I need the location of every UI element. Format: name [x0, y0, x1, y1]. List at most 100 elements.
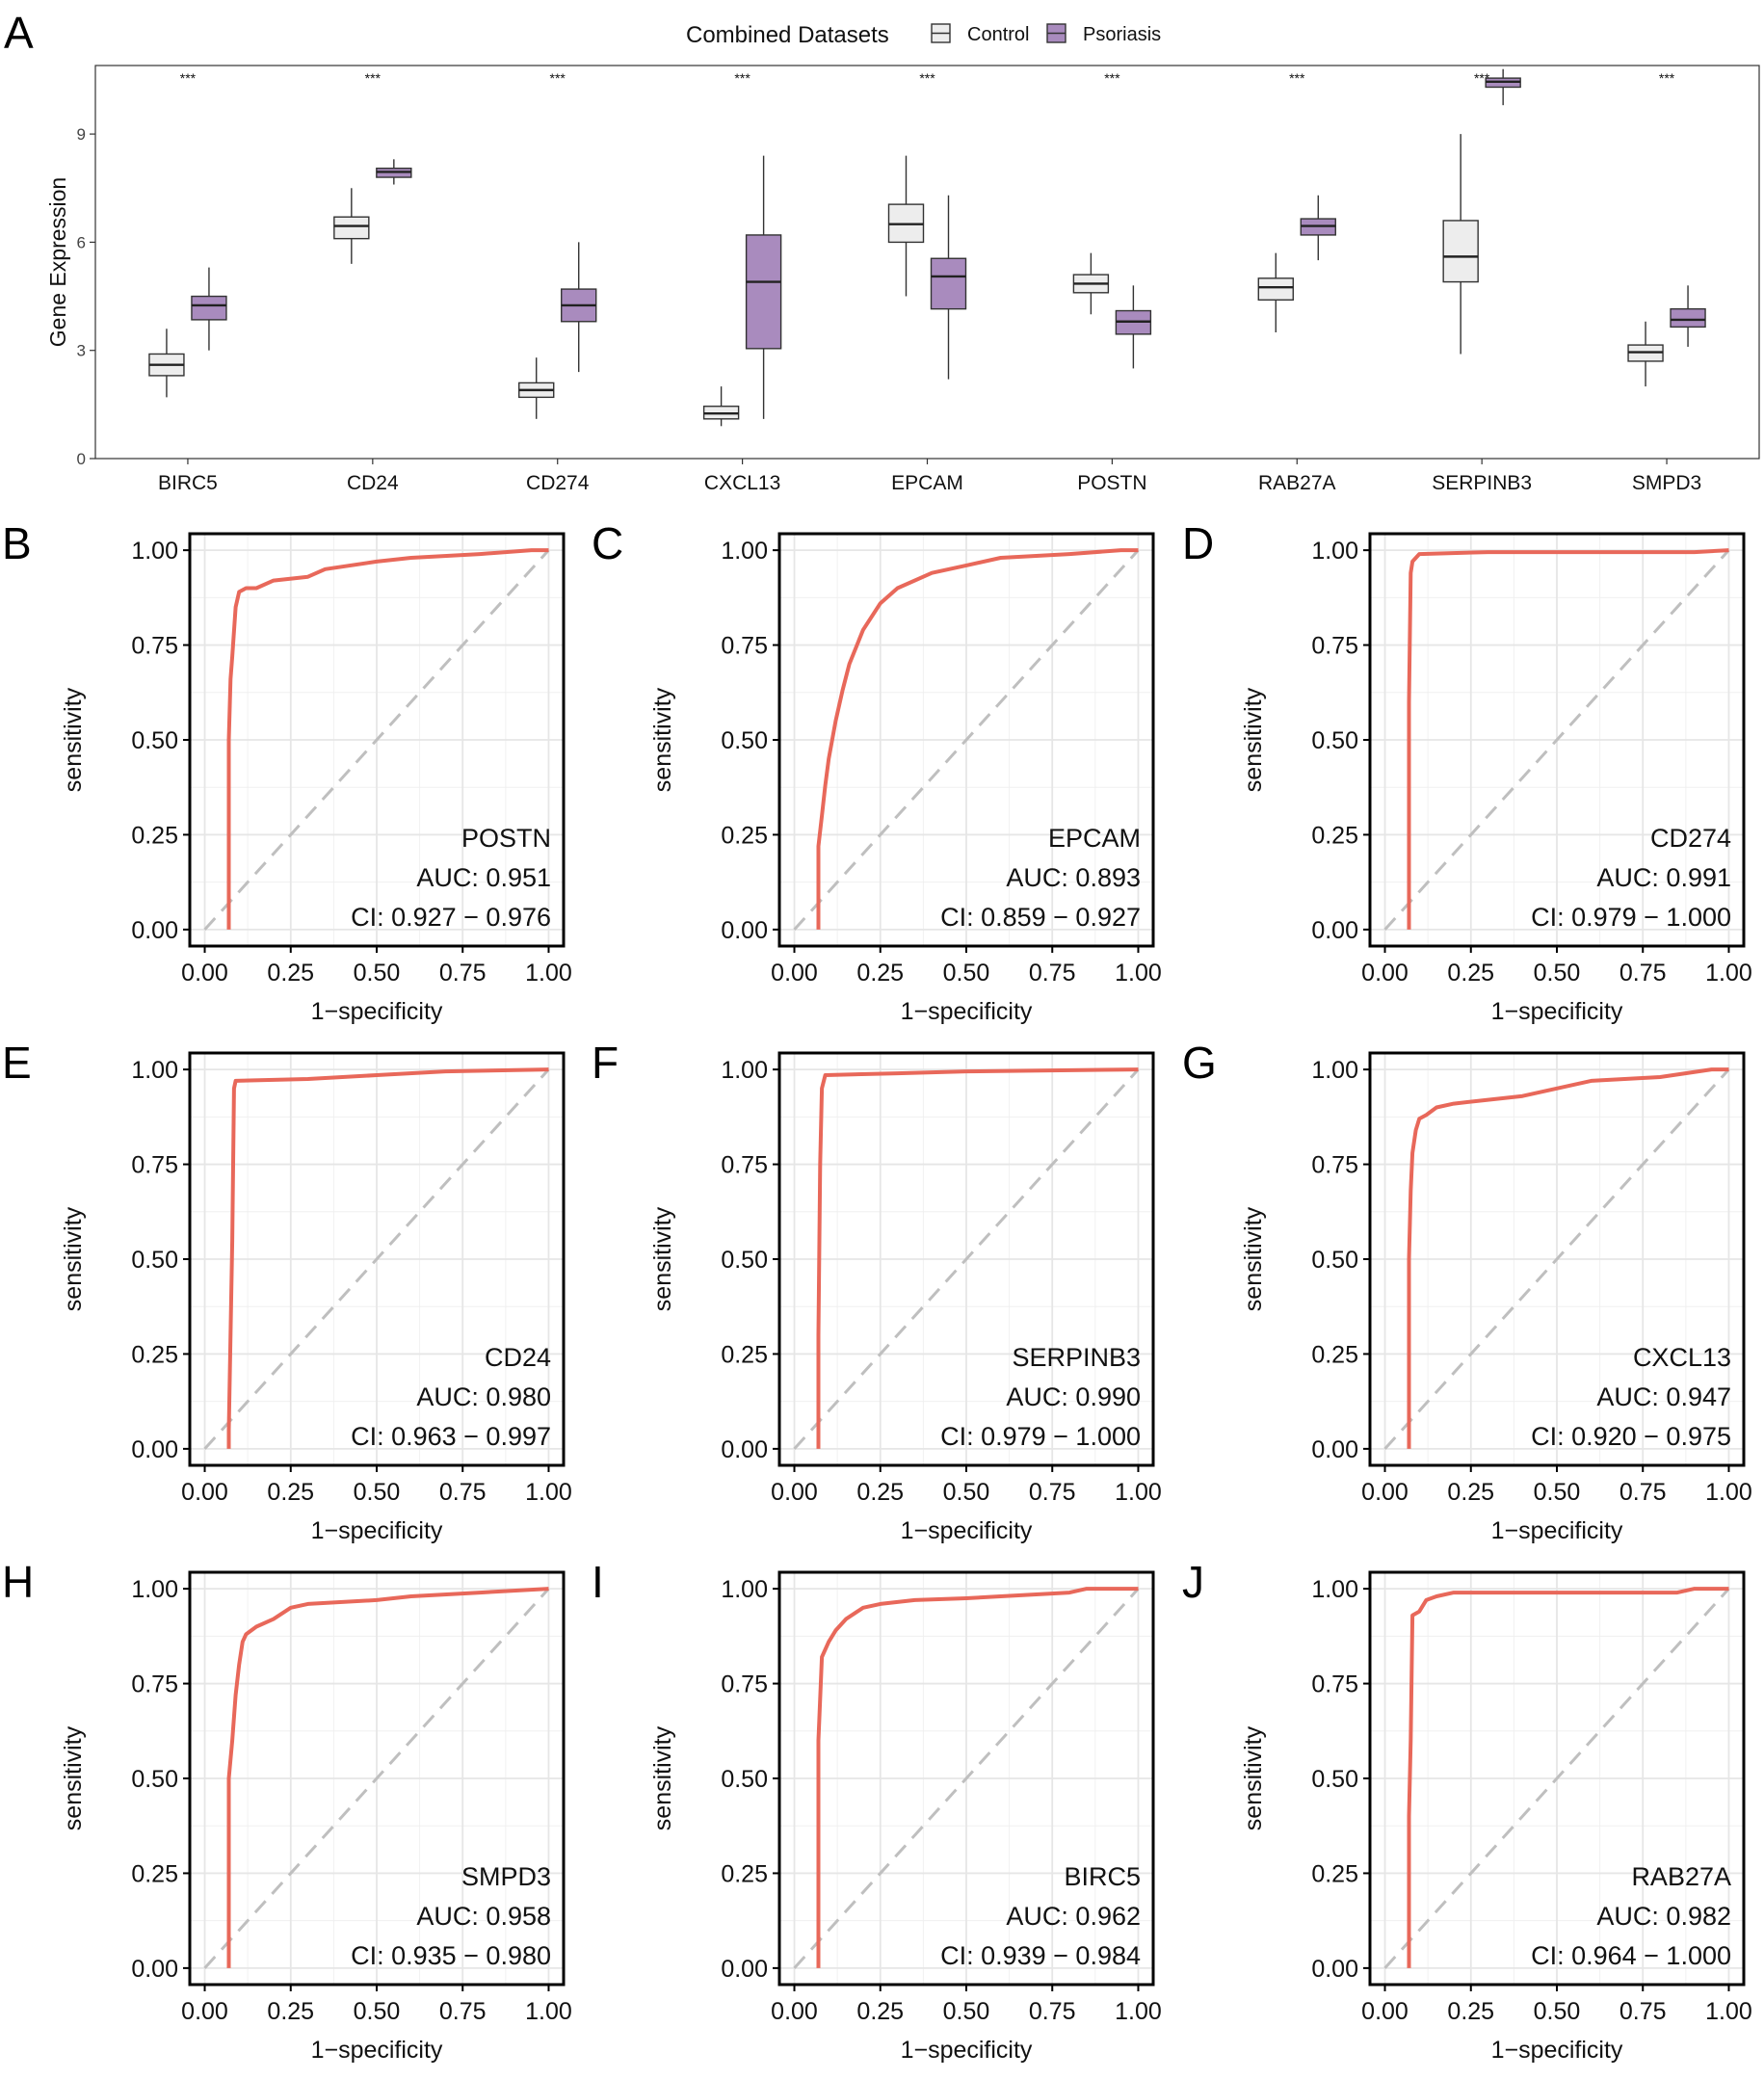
x-tick-label-serpinb3: SERPINB3 — [1432, 472, 1532, 494]
panel-label-g: G — [1182, 1038, 1217, 1088]
x-tick-label: 0.00 — [771, 960, 818, 987]
y-tick-label: 1.00 — [1311, 1057, 1358, 1084]
x-tick-label: 1.00 — [1115, 1479, 1162, 1506]
panel-label-e: E — [2, 1038, 32, 1088]
x-tick-label: 1.00 — [525, 960, 572, 987]
y-tick-label: 0.25 — [721, 822, 768, 849]
gene-label: SERPINB3 — [1012, 1343, 1141, 1372]
x-tick-label: 1.00 — [1115, 960, 1162, 987]
plot-frame-a — [94, 65, 1760, 460]
roc-curve — [1407, 1587, 1729, 1968]
x-tick-label: 0.75 — [1029, 1479, 1076, 1506]
y-tick-label: 0.75 — [1311, 1152, 1358, 1179]
box-psoriasis-epcam — [930, 195, 967, 380]
auc-label: AUC: 0.991 — [1596, 863, 1731, 892]
x-tick-label-rab27a: RAB27A — [1258, 472, 1336, 494]
x-tick-label: 0.25 — [267, 960, 314, 987]
x-axis-label: 1−specificity — [1491, 2037, 1623, 2064]
y-tick-label-a: 0 — [77, 450, 86, 468]
legend-title: Combined Datasets — [686, 22, 889, 48]
x-axis-label: 1−specificity — [311, 998, 443, 1025]
auc-label: AUC: 0.947 — [1596, 1382, 1731, 1411]
y-tick-label: 0.25 — [131, 822, 178, 849]
x-tick-label: 0.00 — [181, 960, 228, 987]
box-body — [1257, 277, 1294, 302]
x-axis-label: 1−specificity — [311, 1517, 443, 1544]
gene-label: SMPD3 — [461, 1862, 551, 1891]
y-axis-label: sensitivity — [1240, 1206, 1267, 1311]
gene-label: CD24 — [485, 1343, 551, 1372]
y-tick-label: 1.00 — [721, 538, 768, 565]
ci-label: CI: 0.927 − 0.976 — [351, 903, 551, 932]
y-tick-label: 0.50 — [721, 727, 768, 754]
y-tick-label: 0.50 — [1311, 1247, 1358, 1274]
ci-label: CI: 0.939 − 0.984 — [940, 1941, 1141, 1970]
x-tick-label: 0.50 — [943, 1479, 990, 1506]
panel-label-a: A — [4, 8, 34, 58]
ci-label: CI: 0.979 − 1.000 — [1531, 903, 1731, 932]
x-tick-label-cxcl13: CXCL13 — [704, 472, 780, 494]
x-tick-label: 0.00 — [1361, 960, 1409, 987]
x-tick-label: 0.50 — [1534, 1998, 1581, 2025]
x-tick-label: 0.25 — [856, 1479, 904, 1506]
y-tick-label: 0.25 — [1311, 822, 1358, 849]
roc-curve — [816, 1067, 1139, 1449]
y-tick-label: 0.25 — [131, 1860, 178, 1887]
y-axis-label: sensitivity — [649, 1206, 676, 1311]
box-control-epcam — [887, 155, 925, 297]
x-tick-label-cd274: CD274 — [526, 472, 590, 494]
ci-label: CI: 0.935 − 0.980 — [351, 1941, 551, 1970]
y-tick-label: 0.25 — [1311, 1860, 1358, 1887]
box-psoriasis-cd24 — [376, 159, 412, 185]
y-tick-label: 1.00 — [131, 1057, 178, 1084]
y-tick-label: 0.00 — [1311, 917, 1358, 944]
x-axis-label: 1−specificity — [901, 2037, 1033, 2064]
auc-label: AUC: 0.990 — [1006, 1382, 1141, 1411]
y-axis-label: sensitivity — [1240, 1725, 1267, 1830]
reference-diagonal — [793, 1068, 1140, 1450]
gene-label: POSTN — [461, 824, 551, 853]
y-tick-label: 1.00 — [131, 1576, 178, 1603]
y-tick-label: 0.00 — [1311, 1956, 1358, 1983]
significance-stars: *** — [550, 70, 566, 86]
x-tick-label: 0.50 — [1534, 1479, 1581, 1506]
box-psoriasis-serpinb3 — [1485, 68, 1521, 106]
y-tick-label: 0.50 — [1311, 1766, 1358, 1793]
y-axis-label: sensitivity — [60, 1206, 87, 1311]
reference-diagonal — [793, 1588, 1140, 1969]
ci-label: CI: 0.963 − 0.997 — [351, 1422, 551, 1451]
x-tick-label-birc5: BIRC5 — [158, 472, 218, 494]
y-tick-label: 1.00 — [131, 538, 178, 565]
y-tick-label: 0.75 — [131, 1152, 178, 1179]
x-axis-label: 1−specificity — [1491, 1517, 1623, 1544]
x-tick-label: 0.50 — [943, 1998, 990, 2025]
panel-label-i: I — [592, 1557, 604, 1607]
y-tick-label: 0.00 — [131, 917, 178, 944]
roc-panel-e: E 0.000.00 0.25 0.25 0.50 0.50 0.75 0.75 1.00 1.0… — [2, 1038, 572, 1544]
significance-stars: *** — [1659, 70, 1675, 86]
x-tick-label: 0.25 — [267, 1998, 314, 2025]
x-tick-label: 1.00 — [1705, 960, 1752, 987]
x-tick-label: 0.00 — [1361, 1998, 1409, 2025]
box-body — [191, 295, 227, 321]
x-tick-label-smpd3: SMPD3 — [1632, 472, 1701, 494]
x-tick-label: 0.75 — [1029, 960, 1076, 987]
x-tick-label: 0.75 — [1619, 960, 1667, 987]
x-axis-label: 1−specificity — [1491, 998, 1623, 1025]
reference-diagonal — [203, 549, 550, 931]
panel-label-h: H — [2, 1557, 34, 1607]
box-body — [1442, 220, 1479, 283]
y-tick-label: 0.50 — [131, 727, 178, 754]
box-control-postn — [1072, 252, 1110, 315]
roc-panel-i: I 0.000.00 0.25 0.25 0.50 0.50 0.75 0.75 1.00 1.0… — [592, 1557, 1162, 2064]
panel-label-d: D — [1182, 518, 1214, 568]
x-tick-label: 0.75 — [439, 960, 487, 987]
y-tick-label: 0.00 — [721, 1956, 768, 1983]
y-tick-label: 0.00 — [721, 917, 768, 944]
x-tick-label: 1.00 — [1115, 1998, 1162, 2025]
y-tick-label: 0.00 — [1311, 1436, 1358, 1463]
y-tick-label-a: 3 — [77, 342, 86, 360]
significance-stars: *** — [1289, 70, 1305, 86]
box-psoriasis-cxcl13 — [745, 155, 782, 419]
y-axis-label-a: Gene Expression — [45, 177, 70, 347]
